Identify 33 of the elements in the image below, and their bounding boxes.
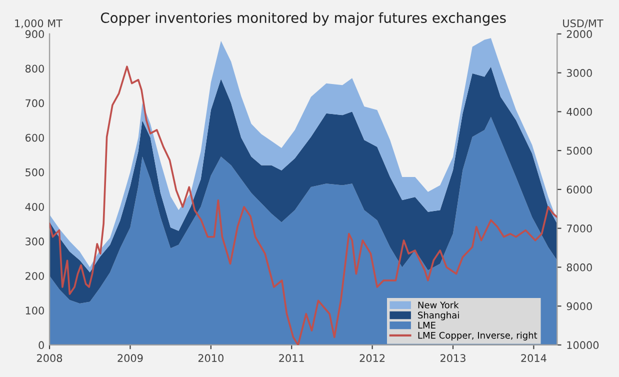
x-tick-label: 2012 [360, 354, 385, 362]
y-tick-label: 200 [26, 272, 44, 280]
x-tick-label: 2011 [279, 354, 304, 362]
y-tick-label: 400 [25, 202, 44, 211]
x-tick-label: 2009 [118, 354, 143, 362]
legend-label: LME [418, 322, 436, 328]
y2-tick-label: 10000 [567, 341, 599, 350]
y-tick-label: 800 [25, 64, 44, 73]
chart-title: Copper inventories monitored by major futures exchanges [100, 12, 506, 26]
x-tick-label: 2008 [37, 354, 62, 362]
y2-tick-label: 9000 [566, 302, 592, 310]
y-tick-label: 0 [38, 341, 44, 350]
y2-tick-label: 7000 [566, 224, 592, 232]
x-tick-label: 2013 [440, 354, 466, 362]
y-tick-label: 100 [26, 306, 44, 314]
legend-label: Shanghai [418, 312, 459, 320]
y2-tick-label: 2000 [566, 30, 592, 38]
y-tick-label: 500 [26, 168, 44, 176]
y2-tick-label: 4000 [566, 108, 592, 116]
legend-label: LME Copper, Inverse, right [418, 332, 538, 340]
y2-tick-label: 3000 [566, 69, 592, 77]
x-tick-label: 2010 [198, 354, 224, 362]
y2-tick-label: 6000 [566, 186, 592, 194]
y-tick-label: 300 [26, 238, 44, 246]
y-tick-label: 700 [26, 99, 44, 108]
y-tick-label: 900 [25, 30, 44, 38]
y2-tick-label: 8000 [566, 263, 592, 272]
x-tick-label: 2014 [521, 354, 546, 362]
y2-axis-title: USD/MT [563, 19, 604, 28]
y2-tick-label: 5000 [566, 146, 592, 155]
y-axis-title: 1,000 MT [15, 19, 62, 28]
legend-label: New York [418, 301, 459, 308]
y-tick-label: 600 [26, 134, 44, 142]
